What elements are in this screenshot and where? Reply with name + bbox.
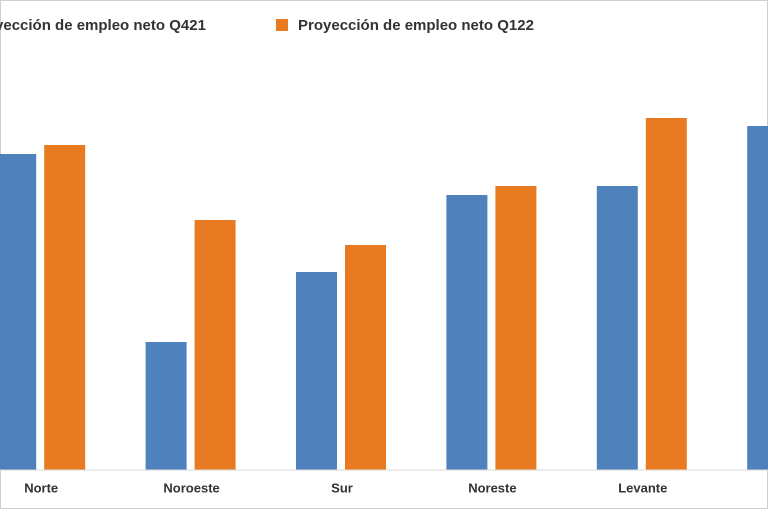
bar bbox=[645, 118, 687, 470]
bar bbox=[747, 126, 768, 470]
bar bbox=[296, 272, 337, 470]
bar bbox=[446, 195, 488, 470]
x-tick-label: Noreste bbox=[468, 480, 516, 495]
bar bbox=[0, 154, 37, 470]
legend-swatch bbox=[276, 19, 288, 31]
legend-text: Proyección de empleo neto Q122 bbox=[298, 17, 534, 34]
legend-text: Proyección de empleo neto Q421 bbox=[0, 17, 206, 34]
x-tick-label: Sur bbox=[331, 480, 353, 495]
bar bbox=[345, 245, 386, 470]
bar bbox=[495, 186, 537, 470]
bar bbox=[145, 342, 187, 470]
x-tick-label: Norte bbox=[24, 480, 58, 495]
x-tick-label: Noroeste bbox=[163, 480, 219, 495]
bar bbox=[596, 186, 638, 470]
bar bbox=[44, 145, 86, 470]
x-tick-label: Levante bbox=[618, 480, 667, 495]
bar bbox=[194, 220, 236, 470]
